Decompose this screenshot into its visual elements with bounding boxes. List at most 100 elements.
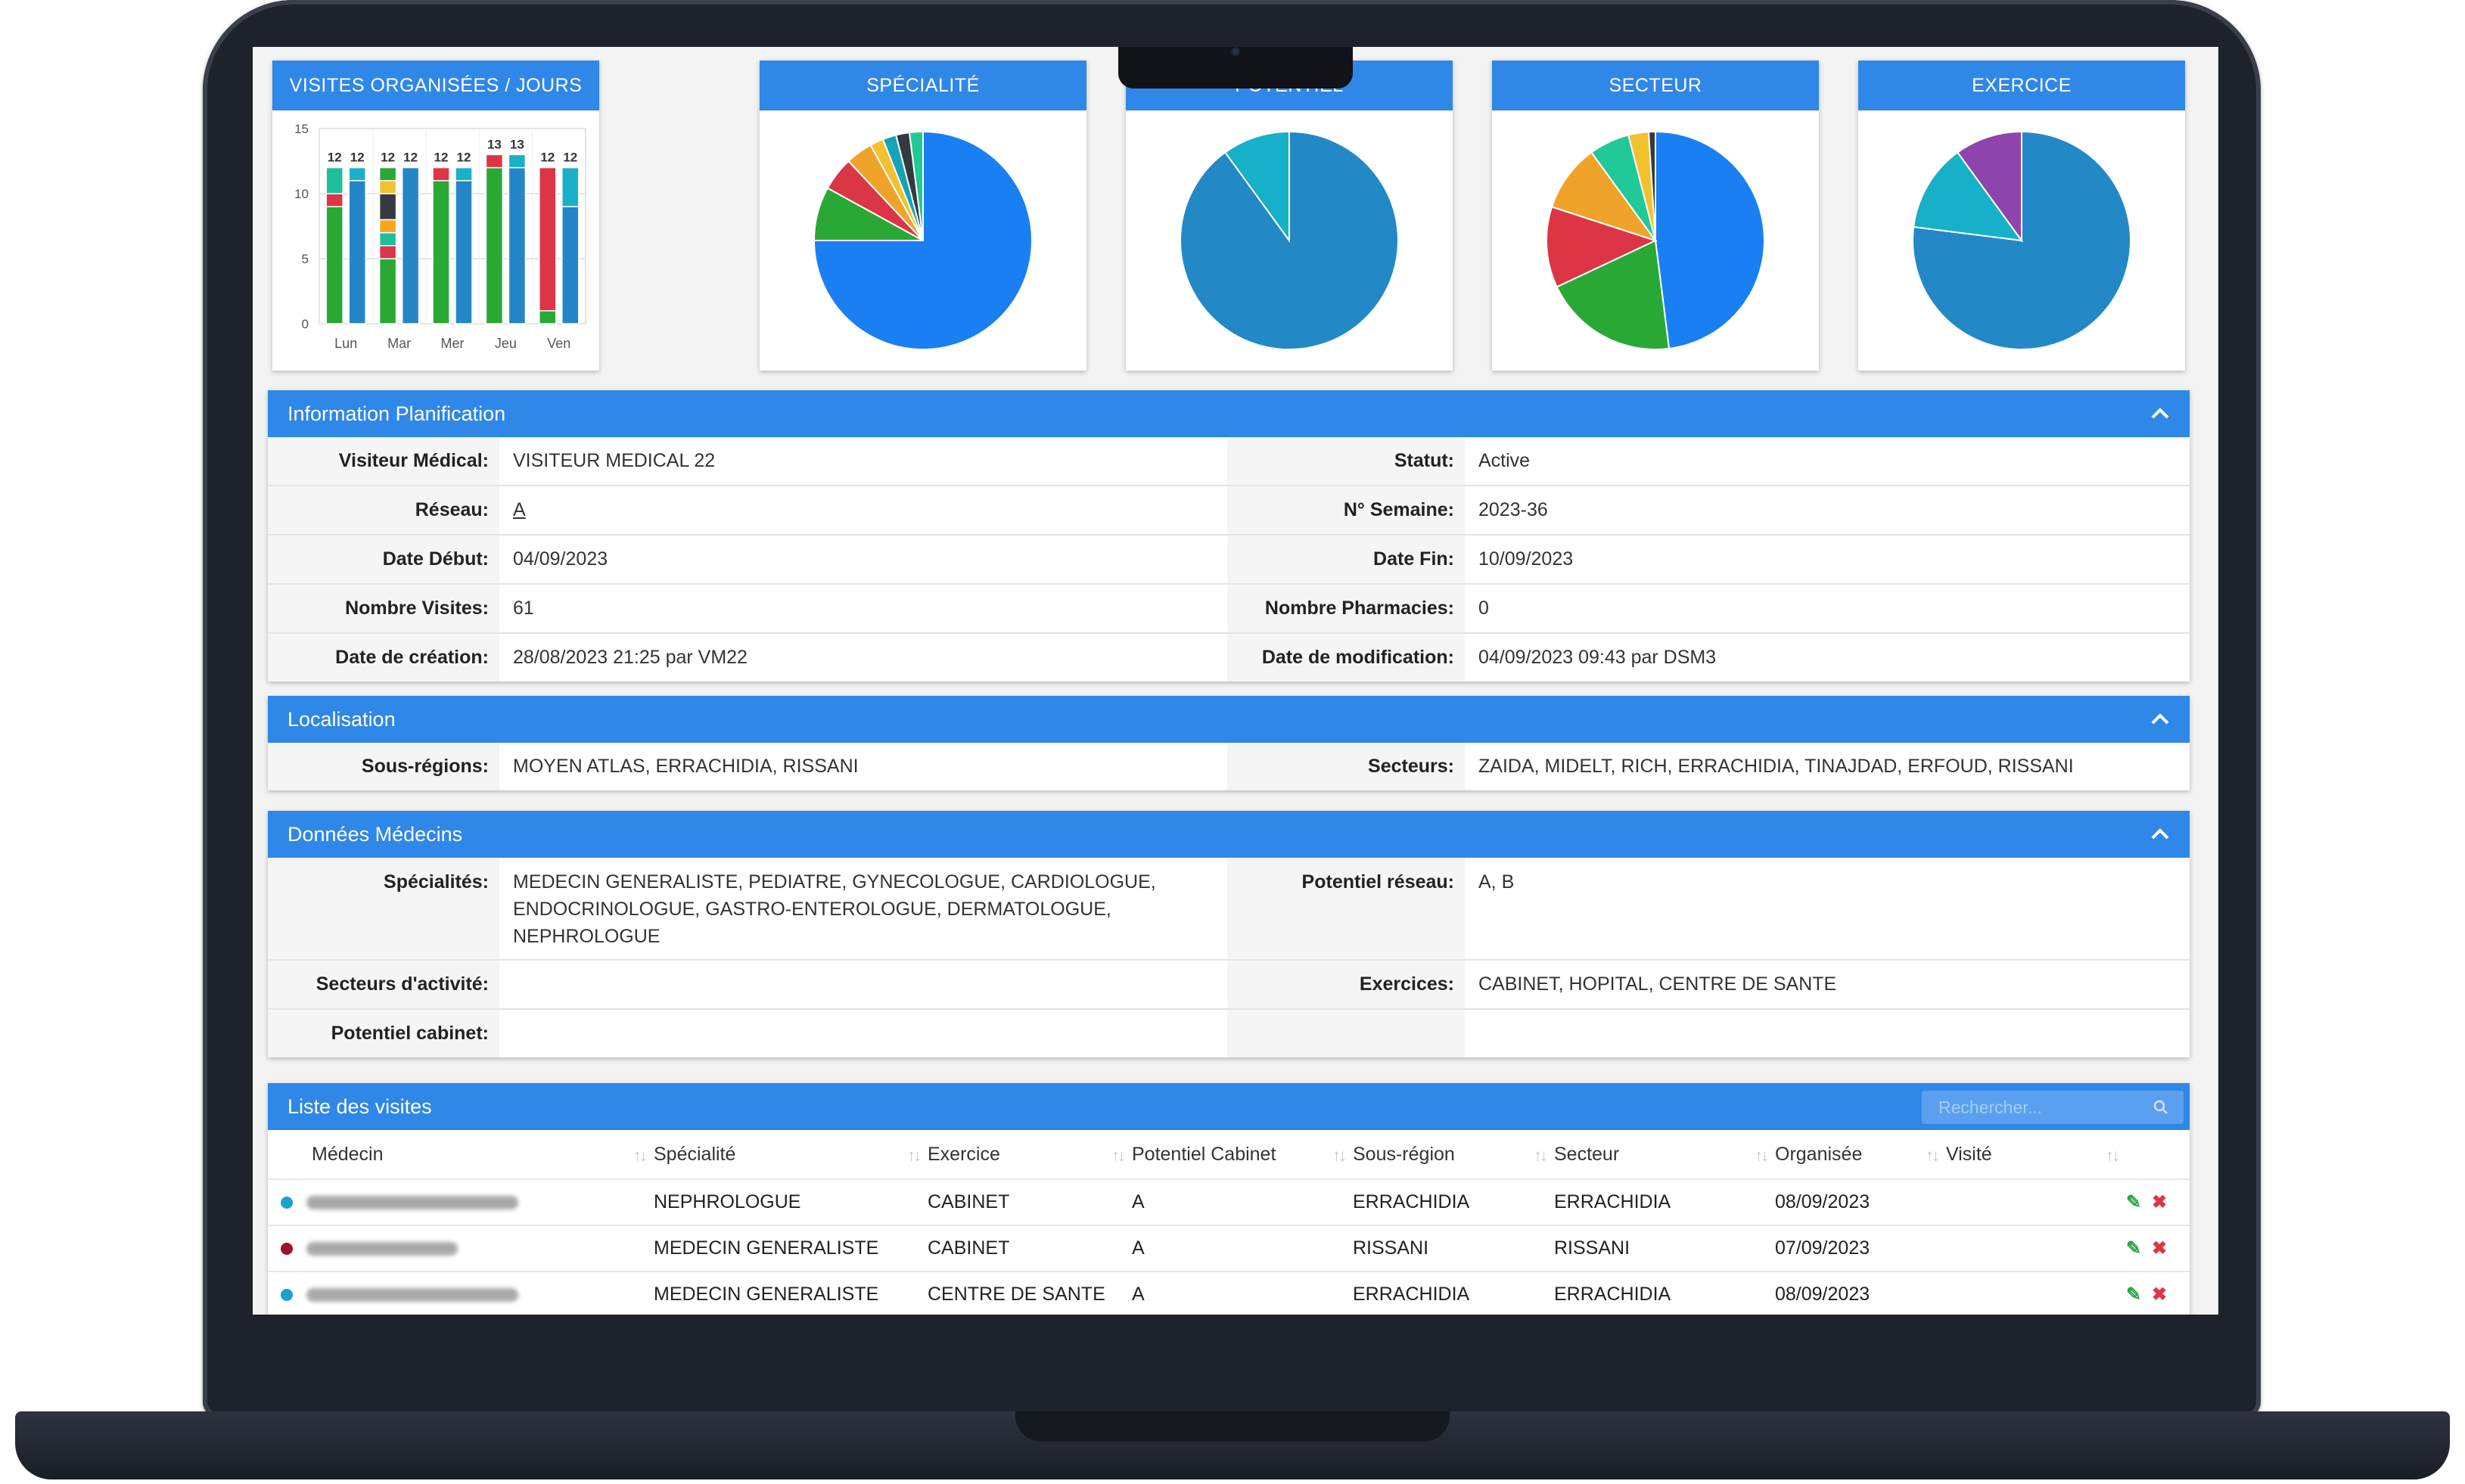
edit-icon[interactable]: ✎ — [2126, 1238, 2142, 1259]
row-creation: Date de création: 28/08/2023 21:25 par V… — [268, 634, 2190, 681]
panel-header-medecins[interactable]: Données Médecins — [268, 811, 2190, 858]
label-date-modification: Date de modification: — [1227, 634, 1465, 681]
panel-planification: Information Planification Visiteur Médic… — [268, 390, 2190, 681]
sort-icon: ↑↓ — [1534, 1146, 1548, 1165]
value-date-debut: 04/09/2023 — [513, 548, 608, 570]
bar-segment — [539, 310, 557, 324]
cell-exercice: CENTRE DE SANTE — [927, 1271, 1131, 1315]
pie-chart-secteur — [1546, 130, 1766, 350]
cell-organisee: 08/09/2023 — [1774, 1271, 1945, 1315]
edit-icon[interactable]: ✎ — [2126, 1192, 2142, 1212]
link-reseau[interactable]: A — [513, 499, 526, 520]
search-input[interactable]: Rechercher... — [1922, 1091, 2184, 1124]
value-nombre-pharmacies: 0 — [1478, 598, 1489, 619]
chart-card-exercice: EXERCICE — [1858, 61, 2185, 371]
col-potentiel-cabinet[interactable]: Potentiel Cabinet ↑↓ — [1132, 1143, 1347, 1166]
row-nombres: Nombre Visites: 61 Nombre Pharmacies: 0 — [268, 585, 2190, 634]
delete-icon[interactable]: ✖ — [2152, 1192, 2168, 1212]
bar-segment — [401, 166, 420, 324]
y-tick-label: 10 — [294, 187, 309, 201]
cell-potentiel: A — [1131, 1178, 1352, 1225]
col-specialite[interactable]: Spécialité ↑↓ — [654, 1143, 922, 1166]
pie-chart-specialite — [813, 130, 1033, 350]
pie-slice — [1956, 130, 2022, 244]
status-dot — [281, 1197, 293, 1209]
x-tick-label: Lun — [334, 336, 357, 351]
col-exercice[interactable]: Exercice ↑↓ — [928, 1143, 1126, 1166]
col-organisee[interactable]: Organisée ↑↓ — [1775, 1143, 1940, 1166]
col-visite[interactable]: Visité ↑↓ — [1946, 1143, 2120, 1166]
bar-segment — [561, 206, 580, 324]
cell-secteur: RISSANI — [1553, 1225, 1774, 1271]
bar-segment — [539, 166, 557, 312]
bar-segment — [455, 180, 473, 324]
panel-title-visites: Liste des visites — [288, 1094, 432, 1118]
cell-exercice: CABINET — [927, 1225, 1131, 1271]
sort-icon: ↑↓ — [907, 1146, 922, 1165]
bar-segment — [432, 166, 450, 182]
delete-icon[interactable]: ✖ — [2152, 1238, 2168, 1259]
panel-header-localisation[interactable]: Localisation — [268, 696, 2190, 743]
blurred-name — [306, 1196, 518, 1210]
cell-sous-region: ERRACHIDIA — [1352, 1271, 1553, 1315]
pie-slice — [1223, 130, 1290, 244]
value-specialites: MEDECIN GENERALISTE, PEDIATRE, GYNECOLOG… — [499, 858, 1227, 959]
delete-icon[interactable]: ✖ — [2152, 1284, 2168, 1305]
value-secteurs: ZAIDA, MIDELT, RICH, ERRACHIDIA, TINAJDA… — [1478, 756, 2074, 777]
table-row[interactable]: NEPHROLOGUE CABINET A ERRACHIDIA ERRACHI… — [268, 1178, 2190, 1225]
bar-segment — [325, 206, 343, 324]
row-reseau: Réseau: A N° Semaine: 2023-36 — [268, 486, 2190, 536]
cell-specialite: MEDECIN GENERALISTE — [653, 1271, 927, 1315]
pie-chart-exercice — [1912, 130, 2131, 350]
pie-slice — [1655, 130, 1766, 349]
pie-slice — [1556, 239, 1671, 350]
cell-visite — [1945, 1271, 2125, 1315]
bar-segment — [378, 219, 397, 234]
y-tick-label: 5 — [302, 252, 309, 266]
chevron-up-icon[interactable] — [2150, 709, 2170, 729]
edit-icon[interactable]: ✎ — [2126, 1284, 2142, 1305]
col-secteur[interactable]: Secteur ↑↓ — [1554, 1143, 1769, 1166]
bar-segment — [378, 245, 397, 259]
bar-segment — [485, 154, 504, 169]
label-specialites: Spécialités: — [268, 858, 499, 959]
bar-segment — [378, 193, 397, 221]
panel-title-medecins: Données Médecins — [288, 822, 463, 846]
status-dot — [281, 1289, 293, 1302]
bar-value-label: 13 — [510, 137, 524, 151]
panel-visites: Liste des visites Rechercher... Médecin ↑… — [268, 1083, 2190, 1315]
pie-slice — [1913, 151, 2024, 242]
cell-secteur: ERRACHIDIA — [1553, 1271, 1774, 1315]
x-tick-label: Ven — [547, 336, 570, 351]
row-visiteur: Visiteur Médical: VISITEUR MEDICAL 22 St… — [268, 437, 2190, 486]
chart-card-potentiel: POTENTIEL — [1126, 61, 1453, 371]
bar-segment — [508, 154, 527, 169]
table-row[interactable]: MEDECIN GENERALISTE CENTRE DE SANTE A ER… — [268, 1271, 2190, 1315]
bar-value-label: 12 — [434, 151, 449, 165]
value-sous-regions: MOYEN ATLAS, ERRACHIDIA, RISSANI — [513, 756, 859, 777]
panel-header-planification[interactable]: Information Planification — [268, 390, 2190, 437]
bar-segment — [485, 166, 504, 324]
label-secteurs: Secteurs: — [1227, 743, 1465, 790]
chart-title-exercice: EXERCICE — [1858, 61, 2185, 110]
row-localisation: Sous-régions: MOYEN ATLAS, ERRACHIDIA, R… — [268, 743, 2190, 790]
specialites-line-3: NEPHROLOGUE — [513, 926, 661, 947]
search-icon — [2153, 1100, 2168, 1114]
chevron-up-icon[interactable] — [2150, 404, 2170, 424]
label-nombre-visites: Nombre Visites: — [268, 585, 499, 632]
sort-icon: ↑↓ — [633, 1146, 648, 1165]
row-specialites: Spécialités: MEDECIN GENERALISTE, PEDIAT… — [268, 858, 2190, 961]
label-sous-regions: Sous-régions: — [268, 743, 499, 790]
label-secteurs-activite: Secteurs d'activité: — [268, 961, 499, 1008]
sort-icon: ↑↓ — [2106, 1146, 2120, 1165]
value-nombre-visites: 61 — [513, 598, 534, 619]
value-exercices: CABINET, HOPITAL, CENTRE DE SANTE — [1478, 973, 1837, 995]
label-statut: Statut: — [1227, 437, 1465, 485]
label-nombre-pharmacies: Nombre Pharmacies: — [1227, 585, 1465, 632]
bar-segment — [378, 180, 397, 194]
x-tick-label: Mer — [441, 336, 465, 351]
table-row[interactable]: MEDECIN GENERALISTE CABINET A RISSANI RI… — [268, 1225, 2190, 1271]
col-medecin[interactable]: Médecin ↑↓ — [312, 1143, 648, 1166]
col-sous-region[interactable]: Sous-région ↑↓ — [1353, 1143, 1548, 1166]
chevron-up-icon[interactable] — [2150, 824, 2170, 844]
